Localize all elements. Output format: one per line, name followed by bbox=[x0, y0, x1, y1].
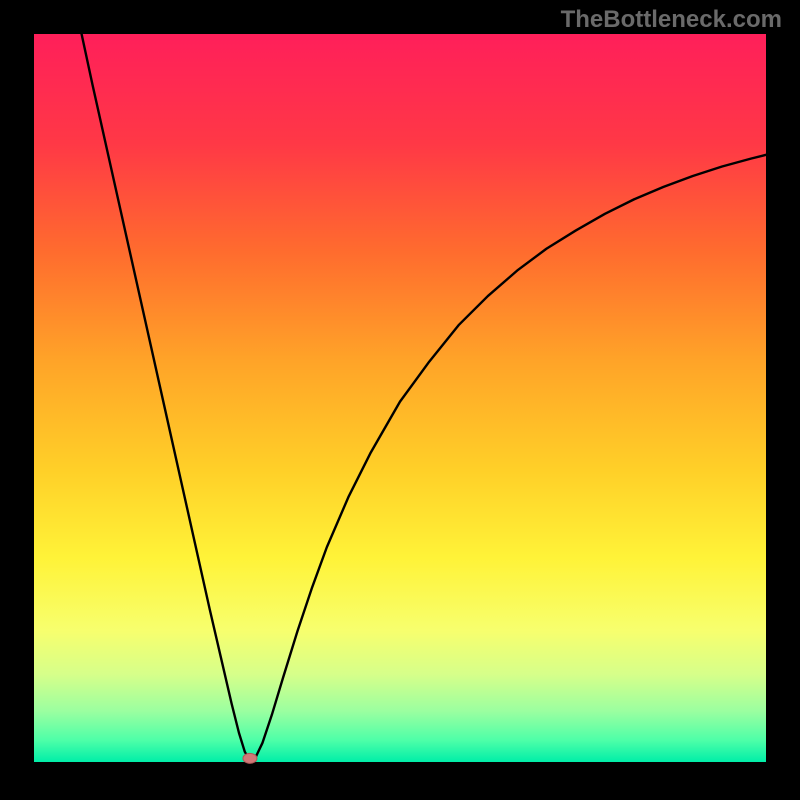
minimum-marker bbox=[243, 753, 257, 763]
bottleneck-curve bbox=[82, 34, 766, 761]
watermark-text: TheBottleneck.com bbox=[561, 6, 782, 34]
chart-container: TheBottleneck.com bbox=[0, 0, 800, 800]
curve-overlay bbox=[34, 34, 766, 762]
plot-area bbox=[34, 34, 766, 762]
